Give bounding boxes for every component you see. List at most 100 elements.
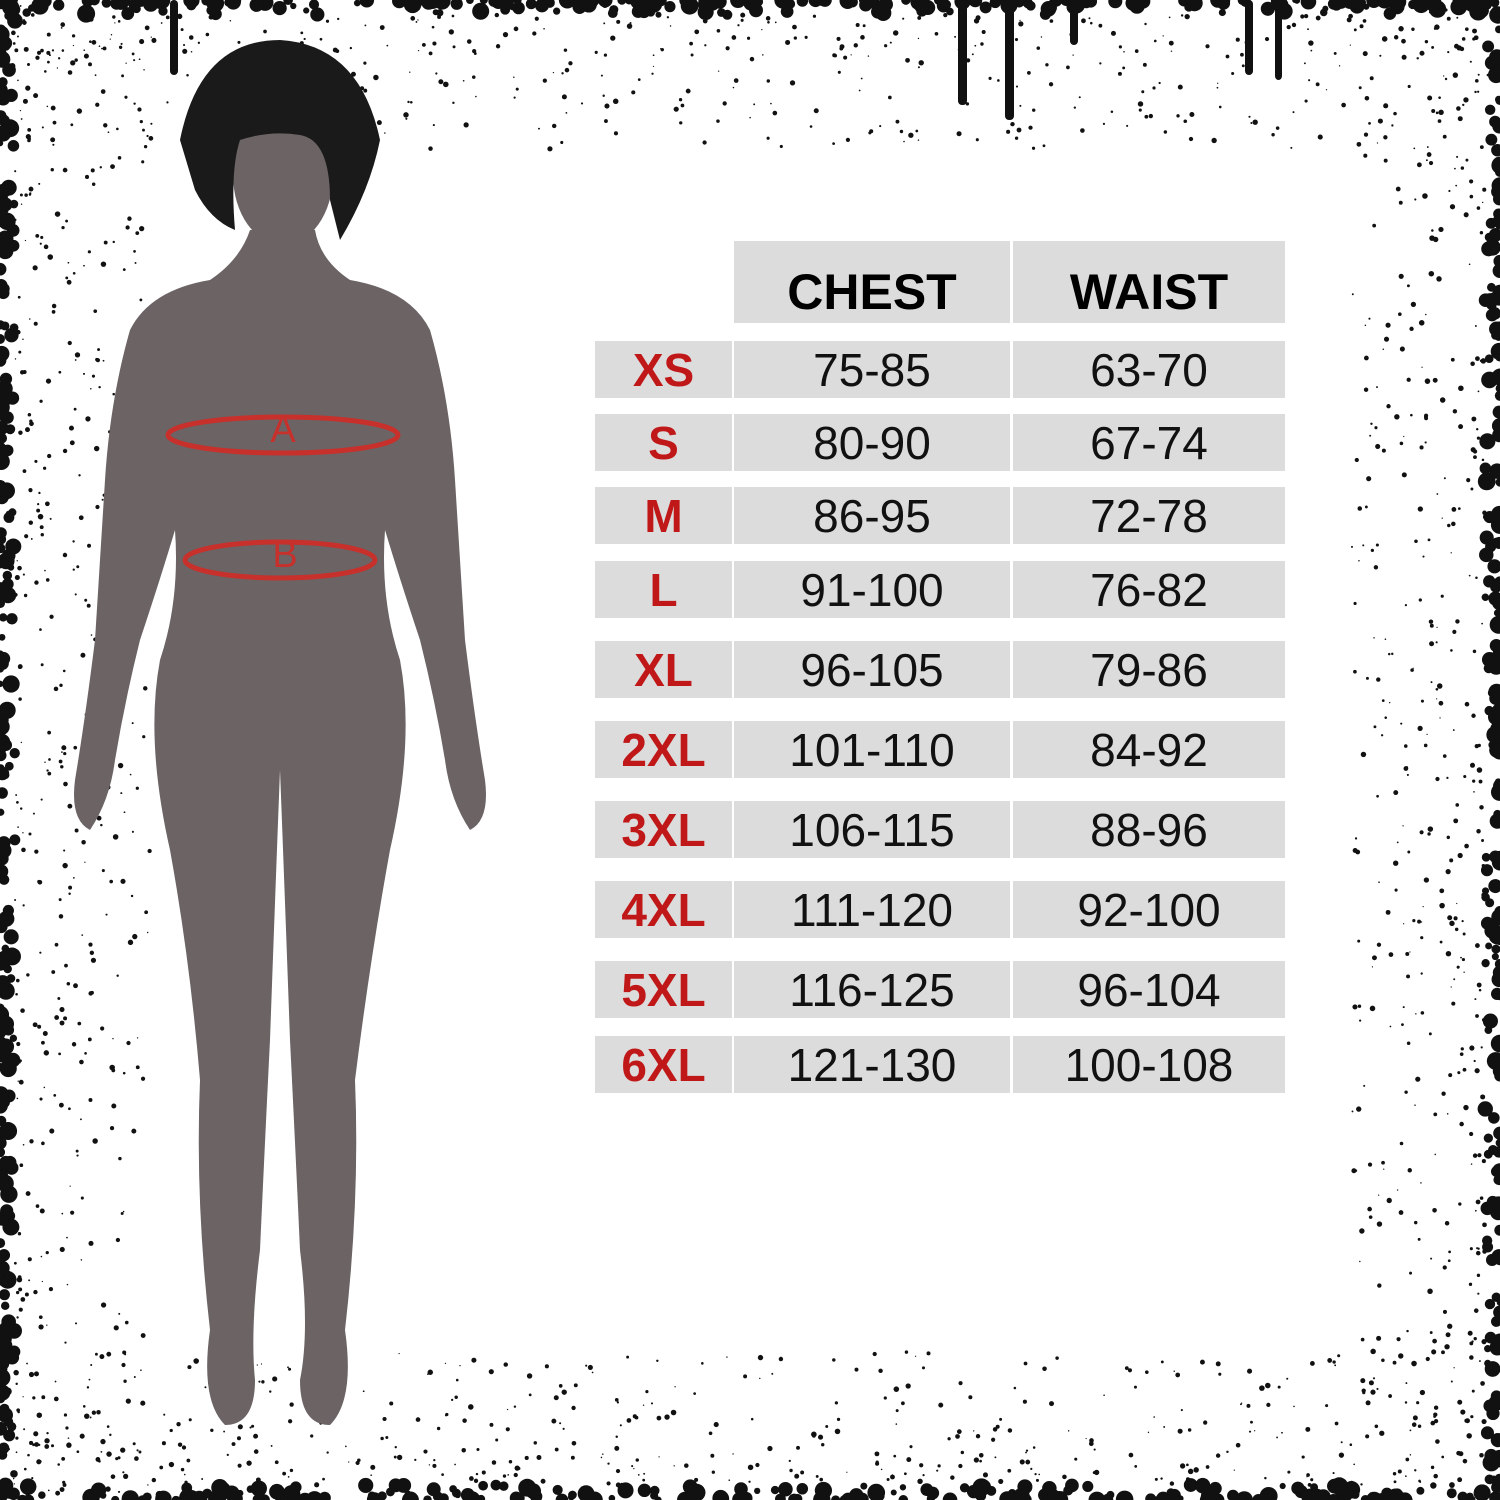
- grunge-speck: [478, 1480, 488, 1491]
- grunge-speck: [32, 1443, 36, 1447]
- grunge-speck: [44, 1444, 50, 1449]
- grunge-speck: [770, 102, 772, 105]
- grunge-speck: [1398, 200, 1403, 205]
- grunge-speck: [1376, 1221, 1383, 1227]
- grunge-speck: [1173, 1370, 1175, 1372]
- grunge-speck: [1480, 1094, 1486, 1100]
- grunge-speck: [163, 1413, 166, 1416]
- grunge-speck: [999, 0, 1006, 5]
- grunge-speck: [651, 72, 654, 75]
- grunge-speck: [88, 1240, 94, 1246]
- grunge-speck: [903, 1472, 907, 1476]
- grunge-speck: [0, 321, 10, 331]
- grunge-speck: [428, 51, 433, 56]
- grunge-speck: [1457, 852, 1463, 859]
- grunge-speck: [143, 69, 145, 71]
- grunge-speck: [1471, 713, 1476, 718]
- grunge-speck: [1388, 701, 1391, 704]
- grunge-speck: [528, 1393, 532, 1397]
- grunge-speck: [423, 0, 442, 10]
- grunge-speck: [1399, 346, 1405, 352]
- grunge-speck: [77, 4, 96, 23]
- grunge-speck: [337, 17, 340, 21]
- table-row: 4XL 111-120 92-100: [595, 881, 1285, 938]
- grunge-speck: [180, 28, 184, 32]
- grunge-speck: [1419, 830, 1424, 835]
- grunge-speck: [713, 1422, 719, 1428]
- grunge-speck: [385, 1436, 389, 1440]
- grunge-speck: [1469, 1247, 1473, 1251]
- grunge-speck: [1388, 952, 1394, 957]
- grunge-speck: [1315, 15, 1321, 21]
- grunge-speck: [50, 137, 56, 143]
- grunge-speck: [1099, 62, 1102, 65]
- grunge-speck: [39, 951, 42, 954]
- grunge-speck: [32, 1396, 36, 1400]
- grunge-speck: [332, 47, 338, 53]
- grunge-speck: [0, 1477, 14, 1494]
- grunge-speck: [1476, 206, 1481, 210]
- grunge-speck: [1457, 1477, 1463, 1483]
- grunge-speck: [133, 1376, 136, 1379]
- grunge-speck: [1471, 416, 1477, 422]
- grunge-speck: [34, 459, 38, 463]
- grunge-speck: [1460, 166, 1465, 170]
- grunge-speck: [2, 570, 13, 581]
- grunge-speck: [80, 1196, 84, 1200]
- grunge-speck: [382, 1416, 387, 1422]
- grunge-speck: [1475, 1250, 1481, 1256]
- grunge-speck: [1074, 1457, 1078, 1461]
- grunge-speck: [749, 0, 757, 6]
- grunge-speck: [1486, 1406, 1500, 1421]
- grunge-speck: [1473, 35, 1479, 41]
- grunge-speck: [83, 53, 89, 59]
- grunge-speck: [1435, 111, 1439, 115]
- grunge-speck: [432, 41, 437, 46]
- grunge-speck: [1038, 1473, 1041, 1476]
- size-cell: 4XL: [595, 881, 732, 938]
- grunge-speck: [664, 1, 676, 13]
- grunge-speck: [788, 1493, 801, 1500]
- grunge-speck: [1367, 1162, 1373, 1167]
- grunge-speck: [431, 25, 435, 29]
- grunge-speck: [819, 1477, 824, 1482]
- grunge-speck: [538, 127, 540, 130]
- grunge-speck: [106, 1425, 110, 1428]
- grunge-speck: [1218, 8, 1226, 17]
- grunge-speck: [1484, 104, 1496, 116]
- grunge-speck: [88, 991, 93, 996]
- grunge-speck: [249, 0, 264, 12]
- grunge-speck: [1055, 1356, 1059, 1360]
- grunge-speck: [796, 1482, 809, 1495]
- grunge-speck: [817, 1434, 824, 1440]
- grunge-speck: [886, 1478, 890, 1482]
- grunge-speck: [1452, 409, 1458, 414]
- grunge-speck: [84, 598, 88, 602]
- paint-drip: [1005, 0, 1014, 120]
- waist-cell: 100-108: [1013, 1036, 1285, 1093]
- grunge-speck: [58, 898, 62, 902]
- grunge-speck: [554, 1447, 559, 1452]
- grunge-speck: [403, 112, 409, 118]
- grunge-speck: [1494, 1342, 1500, 1353]
- grunge-speck: [1145, 1370, 1149, 1374]
- grunge-speck: [64, 1341, 67, 1344]
- table-row: XS 75-85 63-70: [595, 341, 1285, 398]
- grunge-speck: [1481, 892, 1487, 898]
- grunge-speck: [135, 1065, 140, 1070]
- grunge-speck: [0, 56, 6, 64]
- grunge-speck: [1421, 366, 1423, 368]
- grunge-speck: [1211, 137, 1217, 144]
- grunge-speck: [40, 533, 44, 537]
- grunge-speck: [1464, 0, 1480, 12]
- grunge-speck: [2, 1089, 16, 1103]
- grunge-speck: [1443, 477, 1446, 480]
- grunge-speck: [880, 1468, 883, 1471]
- grunge-speck: [1468, 1495, 1476, 1500]
- grunge-speck: [1317, 134, 1323, 140]
- grunge-speck: [1364, 95, 1370, 101]
- grunge-speck: [394, 1445, 397, 1449]
- grunge-speck: [1433, 1419, 1439, 1424]
- grunge-speck: [29, 1440, 34, 1445]
- grunge-speck: [31, 1476, 34, 1480]
